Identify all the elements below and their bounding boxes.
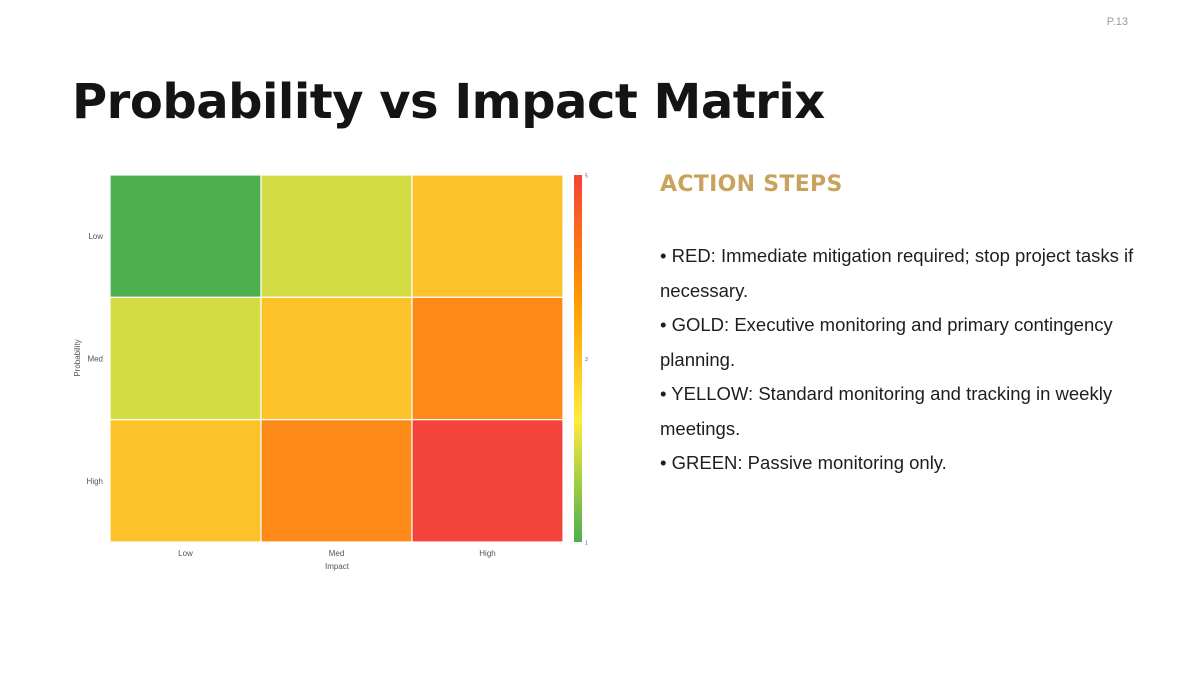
action-step-green: • GREEN: Passive monitoring only. — [660, 452, 947, 473]
colorbar-tick-3: 3 — [585, 357, 588, 363]
action-step-gold: • GOLD: Executive monitoring and primary… — [660, 314, 1113, 370]
colorbar — [574, 175, 582, 542]
x-tick-label-high: High — [479, 549, 495, 558]
x-axis-ticks: Low Med High — [178, 549, 496, 558]
y-axis-label: Probability — [73, 339, 82, 376]
x-tick-label-low: Low — [178, 549, 193, 558]
heatmap-cell-high-high — [411, 419, 564, 543]
y-tick-label-low: Low — [88, 232, 103, 241]
colorbar-ticks: 1 3 5 — [585, 174, 588, 547]
heatmap-cell-low-high — [411, 174, 564, 298]
heatmap-cell-low-low — [109, 174, 262, 298]
page-number: P.13 — [1106, 16, 1128, 28]
heatmap-cell-med-high — [411, 296, 564, 421]
x-axis-label: Impact — [325, 562, 350, 571]
risk-heatmap-chart: Low Med High Low Med High Impact Probability… — [73, 174, 588, 572]
action-step-red: • RED: Immediate mitigation required; st… — [660, 245, 1134, 301]
action-steps-heading: ACTION STEPS — [660, 172, 843, 197]
action-steps-list: • RED: Immediate mitigation required; st… — [660, 239, 1150, 481]
heatmap-cell-med-med — [260, 296, 413, 421]
heatmap-cell-high-low — [109, 419, 262, 543]
x-tick-label-med: Med — [329, 549, 345, 558]
colorbar-tick-1: 1 — [585, 541, 588, 547]
heatmap-cell-high-med — [260, 419, 413, 543]
y-axis-ticks: Low Med High — [87, 232, 104, 486]
heatmap-cells — [109, 174, 564, 543]
y-tick-label-med: Med — [87, 355, 103, 364]
colorbar-tick-5: 5 — [585, 174, 588, 180]
heatmap-cell-low-med — [260, 174, 413, 298]
action-steps-panel: ACTION STEPS • RED: Immediate mitigation… — [660, 172, 1150, 481]
y-tick-label-high: High — [87, 477, 103, 486]
action-step-yellow: • YELLOW: Standard monitoring and tracki… — [660, 383, 1113, 439]
heatmap-cell-med-low — [109, 296, 262, 421]
page-title: Probability vs Impact Matrix — [72, 74, 825, 130]
